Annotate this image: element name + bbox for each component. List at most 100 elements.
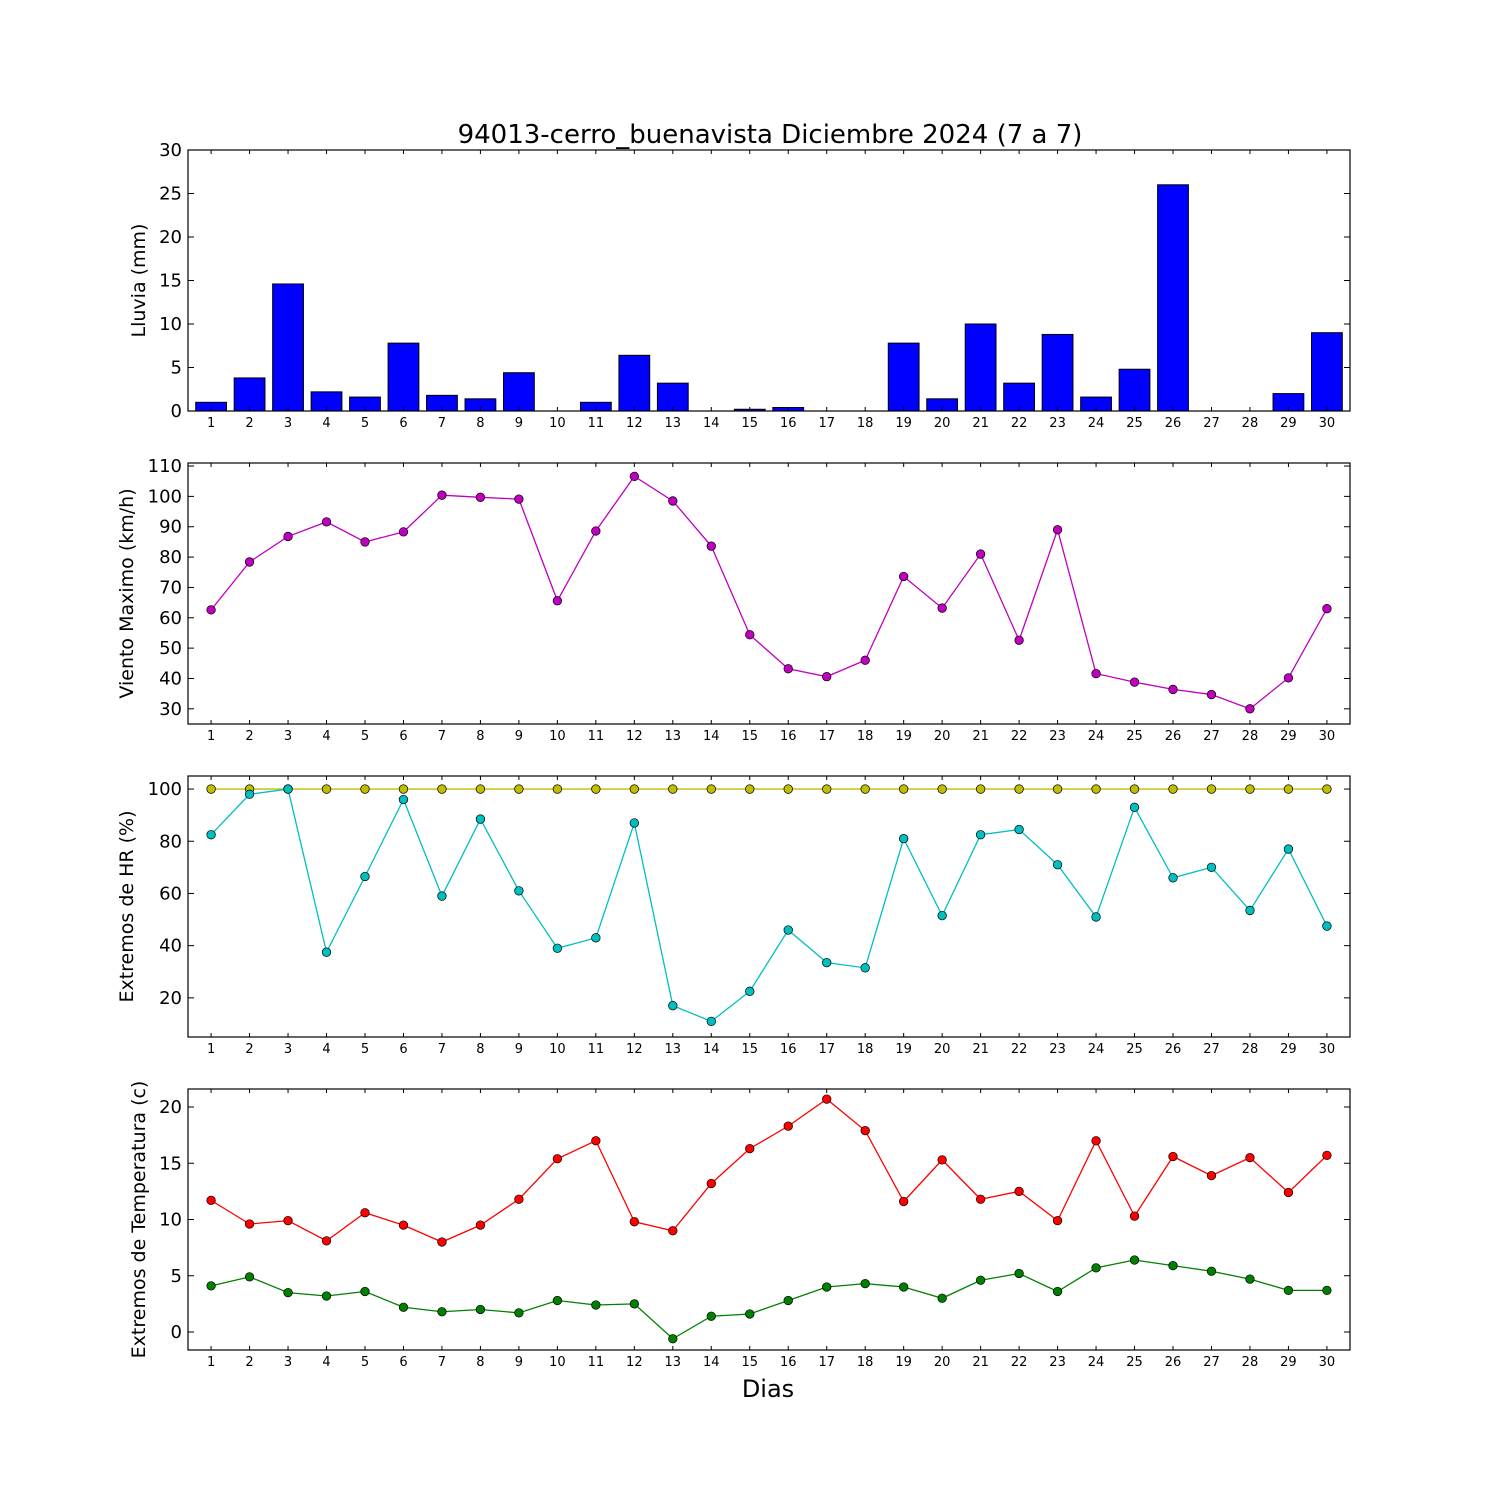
temperature-series-2-point-day-5 xyxy=(360,1286,370,1297)
temperature-ytick-label: 15 xyxy=(159,1153,182,1174)
rain-bar-day-6 xyxy=(387,342,420,412)
temperature-xtick-label: 16 xyxy=(780,1355,797,1370)
humidity-series-2-point-day-11 xyxy=(591,933,601,943)
humidity-series-1-point-day-6 xyxy=(398,784,409,794)
humidity-series-2-point-day-17 xyxy=(822,957,832,968)
humidity-xtick-label: 19 xyxy=(895,1042,912,1057)
temperature-series-2-line xyxy=(210,1259,1327,1340)
wind-series-1-point-day-13 xyxy=(668,496,678,506)
humidity-series-1-point-day-22 xyxy=(1014,784,1024,794)
humidity-ytick-label: 100 xyxy=(148,779,182,800)
temperature-series-2-point-day-8 xyxy=(475,1304,486,1315)
humidity-series-2-point-day-9 xyxy=(514,886,524,896)
humidity-series-2-point-day-27 xyxy=(1206,862,1217,872)
temperature-xtick-label: 11 xyxy=(588,1355,605,1370)
temperature-series-1-point-day-11 xyxy=(591,1136,601,1146)
rain-xtick-label: 14 xyxy=(703,416,720,431)
humidity-series-2-point-day-13 xyxy=(668,1001,678,1011)
temperature-series-2-point-day-24 xyxy=(1091,1263,1101,1273)
rain-xtick-label: 25 xyxy=(1126,416,1143,431)
temperature-series-2-point-day-6 xyxy=(398,1302,409,1312)
humidity-series-1-point-day-23 xyxy=(1052,784,1063,794)
humidity-series-1-point-day-27 xyxy=(1206,784,1217,794)
rain-xtick-label: 26 xyxy=(1165,416,1182,431)
temperature-xtick-label: 14 xyxy=(703,1355,720,1370)
temperature-series-2-point-day-3 xyxy=(283,1287,293,1298)
temperature-series-1-point-day-25 xyxy=(1129,1211,1140,1221)
rain-xtick-label: 22 xyxy=(1011,416,1028,431)
temperature-series-2-point-day-22 xyxy=(1014,1268,1024,1279)
humidity-series-2-point-day-30 xyxy=(1322,921,1332,931)
temperature-series-1-point-day-30 xyxy=(1322,1150,1332,1161)
humidity-xtick-label: 16 xyxy=(780,1042,797,1057)
temperature-series-2-point-day-29 xyxy=(1283,1285,1294,1296)
humidity-xtick-label: 17 xyxy=(818,1042,835,1057)
rain-xtick-label: 23 xyxy=(1049,416,1066,431)
rain-bar-day-30 xyxy=(1311,332,1343,412)
temperature-xtick-label: 21 xyxy=(972,1355,989,1370)
temperature-series-1-point-day-26 xyxy=(1168,1151,1178,1162)
temperature-series-1-point-day-21 xyxy=(975,1194,986,1204)
humidity-xtick-label: 6 xyxy=(399,1042,407,1057)
wind-xtick-label: 22 xyxy=(1011,729,1028,744)
humidity-series-1-point-day-20 xyxy=(937,784,947,794)
wind-xtick-label: 11 xyxy=(588,729,605,744)
temperature-xtick-label: 26 xyxy=(1165,1355,1182,1370)
rain-xtick-label: 11 xyxy=(588,416,605,431)
humidity-xtick-label: 29 xyxy=(1280,1042,1297,1057)
temperature-series-1-point-day-1 xyxy=(206,1195,216,1206)
humidity-series-2-point-day-12 xyxy=(629,818,639,828)
temperature-series-2-point-day-30 xyxy=(1322,1285,1332,1296)
humidity-xtick-label: 25 xyxy=(1126,1042,1143,1057)
temperature-series-1-point-day-6 xyxy=(398,1220,409,1230)
rain-ytick-label: 30 xyxy=(159,140,182,161)
rain-bar-day-9 xyxy=(503,372,535,412)
humidity-series-1-point-day-15 xyxy=(745,784,755,794)
temperature-series-2-point-day-11 xyxy=(591,1300,601,1310)
temperature-series-2-point-day-15 xyxy=(745,1309,755,1319)
rain-xtick-label: 19 xyxy=(895,416,912,431)
rain-xtick-label: 27 xyxy=(1203,416,1220,431)
wind-series-1-point-day-12 xyxy=(629,471,639,482)
rain-xtick-label: 29 xyxy=(1280,416,1297,431)
rain-xtick-label: 5 xyxy=(361,416,369,431)
rain-bar-day-3 xyxy=(272,283,304,412)
wind-ytick-label: 60 xyxy=(159,608,182,629)
humidity-xtick-label: 3 xyxy=(284,1042,292,1057)
temperature-series-1-point-day-2 xyxy=(244,1219,255,1229)
humidity-xtick-label: 28 xyxy=(1242,1042,1259,1057)
temperature-series-1-point-day-28 xyxy=(1245,1152,1255,1163)
humidity-series-1-point-day-8 xyxy=(475,784,486,794)
humidity-xtick-label: 30 xyxy=(1319,1042,1336,1057)
humidity-series-1-point-day-17 xyxy=(822,784,832,794)
wind-xtick-label: 4 xyxy=(322,729,330,744)
humidity-y-axis-label: Extremos de HR (%) xyxy=(116,810,138,1002)
humidity-series-1-point-day-12 xyxy=(629,784,639,794)
wind-xtick-label: 28 xyxy=(1242,729,1259,744)
temperature-series-2-point-day-26 xyxy=(1168,1260,1178,1271)
temperature-xtick-label: 6 xyxy=(399,1355,407,1370)
humidity-xtick-label: 7 xyxy=(438,1042,446,1057)
humidity-series-2-point-day-7 xyxy=(437,891,447,901)
wind-xtick-label: 21 xyxy=(972,729,989,744)
wind-series-1-point-day-9 xyxy=(514,494,524,504)
temperature-series-1-point-day-20 xyxy=(937,1155,947,1165)
temperature-xtick-label: 9 xyxy=(515,1355,523,1370)
humidity-xtick-label: 15 xyxy=(741,1042,758,1057)
temperature-ytick-label: 10 xyxy=(159,1210,182,1231)
wind-xtick-label: 20 xyxy=(934,729,951,744)
humidity-series-1-point-day-13 xyxy=(668,784,678,794)
wind-series-1-point-day-5 xyxy=(360,537,370,547)
humidity-series-2-point-day-3 xyxy=(283,784,293,794)
humidity-xtick-label: 4 xyxy=(322,1042,330,1057)
wind-ytick-label: 40 xyxy=(159,668,182,689)
rain-xtick-label: 8 xyxy=(476,416,484,431)
wind-series-1-point-day-22 xyxy=(1014,635,1024,645)
temperature-series-2-point-day-16 xyxy=(783,1295,793,1306)
temperature-series-1-point-day-27 xyxy=(1206,1170,1217,1181)
wind-xtick-label: 16 xyxy=(780,729,797,744)
rain-xtick-label: 21 xyxy=(972,416,989,431)
